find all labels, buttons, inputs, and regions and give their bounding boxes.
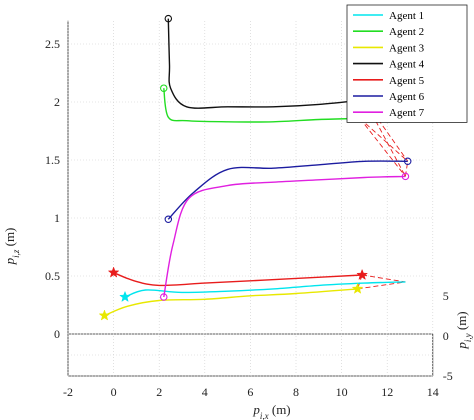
x-axis-title: pi,x (m) — [252, 402, 290, 420]
agent-7-end-marker — [401, 172, 410, 181]
x-tick-label: 10 — [336, 385, 348, 399]
agent-5-start-marker — [107, 266, 120, 278]
agent-4-line — [167, 18, 365, 109]
legend-label-agent-5: Agent 5 — [389, 75, 425, 87]
x-tick-label: 14 — [427, 385, 439, 399]
formation-link-line — [364, 99, 406, 177]
legend-label-agent-2: Agent 2 — [389, 26, 424, 38]
agent-2-line — [163, 88, 360, 123]
x-tick-label: -2 — [63, 385, 73, 399]
y-tick-label: 0 — [443, 329, 449, 343]
z-tick-label: 2 — [54, 95, 60, 109]
agent-7-line — [163, 175, 406, 298]
legend-label-agent-3: Agent 3 — [389, 42, 425, 54]
x-tick-label: 4 — [202, 385, 208, 399]
agent-3-line — [104, 288, 358, 317]
series-markers — [98, 14, 412, 321]
y-tick-label: -5 — [443, 369, 453, 383]
x-tick-label: 6 — [247, 385, 253, 399]
tick-labels: 0 0.5 1 1.5 2 2.5 -2 0 2 4 6 8 10 12 14 -5 0 5 — [45, 37, 453, 399]
formation-link-line — [357, 281, 406, 290]
z-tick-label: 1.5 — [45, 153, 60, 167]
agent-6-line — [167, 160, 408, 220]
agent-6-start-marker — [164, 215, 173, 224]
formation-link-line — [359, 118, 409, 162]
legend-label-agent-7: Agent 7 — [389, 107, 425, 119]
series-lines — [104, 18, 408, 317]
formation-link-line — [359, 118, 406, 177]
x-tick-label: 2 — [156, 385, 162, 399]
agent-5-line — [113, 271, 363, 287]
agent-3-start-marker — [98, 309, 111, 321]
y-axis-title: pi,y (m) — [454, 311, 473, 349]
axis-titles: pi,x (m) pi,z (m) pi,y (m) — [2, 228, 473, 420]
agent-3-end-marker — [351, 282, 364, 294]
agent-4-start-marker — [164, 14, 173, 23]
x-tick-label: 0 — [111, 385, 117, 399]
legend-label-agent-1: Agent 1 — [389, 10, 424, 22]
legend-label-agent-4: Agent 4 — [389, 59, 425, 71]
agent-1-line — [124, 281, 406, 298]
agent-1-start-marker — [119, 290, 131, 302]
agent-5-end-marker — [356, 268, 369, 280]
formation-link-line — [404, 161, 409, 177]
formation-links — [357, 99, 409, 290]
agent-6-end-marker — [403, 157, 412, 166]
grid-lines — [67, 20, 434, 377]
z-tick-label: 1 — [54, 211, 60, 225]
legend-label-agent-6: Agent 6 — [389, 91, 425, 103]
z-tick-label: 0.5 — [45, 269, 60, 283]
legend: Agent 1 Agent 2 Agent 3 Agent 4 Agent 5 Agent… — [346, 4, 468, 123]
agent-2-start-marker — [160, 84, 168, 92]
z-tick-label: 2.5 — [45, 37, 60, 51]
y-tick-label: 5 — [443, 289, 449, 303]
agent-7-start-marker — [160, 293, 168, 301]
formation-link-line — [362, 274, 406, 283]
x-tick-label: 12 — [381, 385, 393, 399]
z-axis-title: pi,z (m) — [2, 228, 21, 266]
z-tick-label: 0 — [54, 327, 60, 341]
x-tick-label: 8 — [293, 385, 299, 399]
